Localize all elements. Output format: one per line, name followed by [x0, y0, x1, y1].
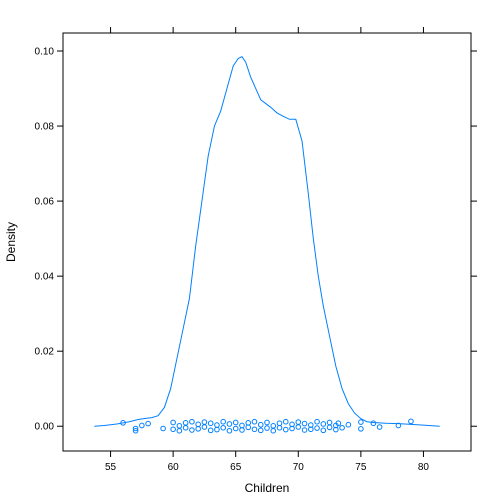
data-point	[408, 418, 414, 425]
data-point	[195, 426, 201, 432]
data-point	[314, 425, 320, 431]
data-point	[251, 426, 258, 433]
data-point	[220, 418, 226, 425]
y-tick-label: 0.08	[35, 122, 55, 133]
data-point	[370, 420, 377, 427]
data-point	[270, 423, 277, 429]
data-point	[245, 424, 252, 431]
data-point	[170, 419, 176, 426]
data-point	[251, 418, 258, 425]
data-point	[189, 427, 195, 433]
data-point	[376, 424, 383, 430]
data-point	[282, 418, 289, 425]
data-point	[282, 426, 289, 433]
data-point	[132, 425, 139, 432]
data-point	[226, 421, 233, 427]
plot-area	[94, 55, 440, 434]
data-point	[176, 427, 183, 434]
x-tick-label: 75	[355, 462, 367, 473]
data-point	[295, 419, 302, 425]
x-tick-label: 70	[293, 462, 305, 473]
data-point	[326, 419, 333, 426]
data-point	[239, 422, 245, 429]
data-point	[301, 427, 308, 433]
data-point	[320, 421, 327, 427]
density-curve	[94, 55, 440, 427]
data-point	[201, 424, 208, 430]
x-tick-label: 55	[105, 462, 117, 473]
data-point	[270, 427, 277, 434]
data-point	[257, 427, 264, 434]
y-axis: 0.00 0.02 0.04 0.06 0.08 0.10	[35, 47, 477, 433]
data-point	[339, 424, 345, 431]
data-point	[170, 426, 176, 433]
data-point	[301, 420, 308, 427]
data-point	[264, 425, 270, 431]
data-point	[189, 418, 195, 425]
data-point	[207, 420, 214, 427]
data-point	[207, 427, 214, 434]
data-point	[214, 422, 220, 428]
x-tick-label: 65	[230, 462, 242, 473]
data-point	[232, 425, 239, 432]
data-point	[182, 424, 189, 431]
data-point	[120, 420, 126, 426]
x-axis-title: Children	[245, 481, 290, 495]
data-point	[295, 424, 302, 430]
y-tick-label: 0.10	[35, 47, 55, 58]
y-tick-label: 0.04	[35, 272, 55, 283]
data-point	[358, 426, 364, 432]
data-point	[289, 425, 295, 432]
data-point	[333, 426, 339, 433]
data-point	[264, 419, 270, 426]
x-tick-label: 60	[168, 462, 180, 473]
data-point	[345, 421, 352, 428]
data-point	[308, 426, 314, 433]
data-point	[176, 423, 183, 429]
data-point	[226, 427, 233, 434]
plot-panel-border	[62, 32, 472, 452]
data-point	[358, 419, 364, 425]
data-point	[214, 426, 220, 433]
data-point	[245, 420, 252, 426]
data-point	[276, 420, 283, 427]
data-point	[276, 424, 283, 431]
data-point	[314, 418, 320, 425]
data-point	[320, 427, 327, 434]
data-point	[195, 421, 201, 428]
data-point	[239, 427, 245, 433]
data-point	[220, 424, 226, 431]
y-tick-label: 0.02	[35, 347, 55, 358]
y-tick-label: 0.06	[35, 197, 55, 208]
data-point	[145, 420, 151, 427]
y-axis-title: Density	[4, 222, 18, 262]
data-point	[257, 421, 264, 428]
data-point	[139, 422, 145, 429]
data-point	[160, 425, 166, 432]
data-point	[132, 427, 139, 434]
data-point	[182, 420, 189, 426]
data-point	[335, 420, 342, 427]
data-point	[201, 419, 208, 425]
x-axis: 55 60 65 70 75 80	[105, 27, 429, 473]
x-tick-label: 80	[418, 462, 430, 473]
data-point	[326, 424, 333, 431]
data-point	[395, 422, 402, 429]
data-point	[232, 419, 239, 426]
y-tick-label: 0.00	[35, 422, 55, 433]
